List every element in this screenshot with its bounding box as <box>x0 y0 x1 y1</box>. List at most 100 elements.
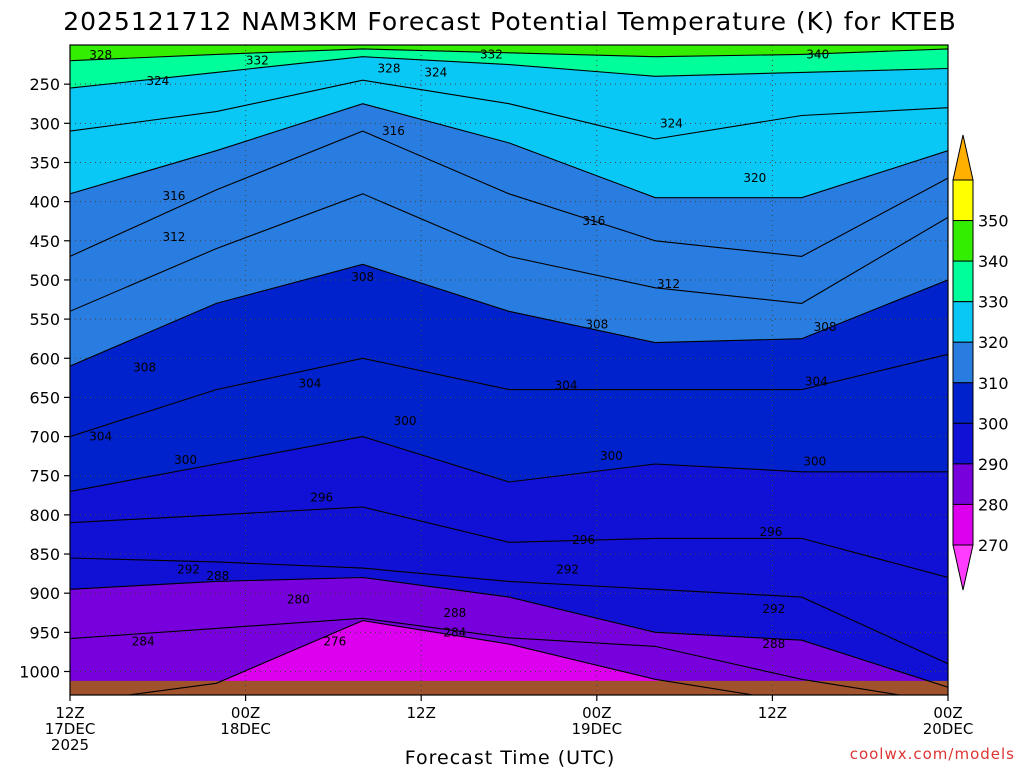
colorbar-segment <box>952 463 974 505</box>
isentrope-line-324 <box>70 79 948 140</box>
contour-label: 296 <box>572 533 595 547</box>
contour-label: 292 <box>556 563 579 577</box>
colorbar-segment <box>952 382 974 424</box>
contour-label: 324 <box>424 65 447 79</box>
isentrope-line-288 <box>70 576 948 688</box>
x-tick-label: 00Z <box>231 704 260 722</box>
colorbar-label: 270 <box>978 536 1009 555</box>
contour-label: 284 <box>443 625 466 639</box>
y-axis: 250 300 350 400 450 500 550 600 650 700 750 800 850 9… <box>19 75 70 682</box>
x-tick-label: 00Z <box>933 704 962 722</box>
credit-text: coolwx.com/models <box>850 745 1015 763</box>
contour-labels: 328 332 328 324 332 340 324 316 324 320 316 312 316 3… <box>89 47 836 651</box>
colorbar-label: 290 <box>978 455 1009 474</box>
y-tick-label: 700 <box>29 428 60 447</box>
contour-label: 312 <box>657 277 680 291</box>
colorbar-label: 310 <box>978 374 1009 393</box>
colorbar-label: 280 <box>978 495 1009 514</box>
contour-label: 304 <box>555 379 578 393</box>
y-tick-label: 950 <box>29 623 60 642</box>
isentrope-line-296 <box>70 506 948 579</box>
contour-label: 328 <box>89 48 112 62</box>
contour-label: 304 <box>89 430 112 444</box>
contour-label: 332 <box>246 54 269 68</box>
contour-label: 288 <box>762 637 785 651</box>
contour-label: 300 <box>174 453 197 467</box>
x-tick-label: 2025 <box>51 736 89 754</box>
y-tick-label: 750 <box>29 467 60 486</box>
contour-label: 288 <box>443 606 466 620</box>
isentrope-fills <box>70 45 948 703</box>
contour-label: 308 <box>133 361 156 375</box>
contour-lines <box>70 48 948 695</box>
colorbar-segment <box>952 260 974 303</box>
contour-label: 280 <box>287 592 310 606</box>
contour-label: 328 <box>378 61 401 75</box>
colorbar-segment <box>952 503 974 546</box>
contour-label: 300 <box>803 455 826 469</box>
y-tick-label: 400 <box>29 193 60 212</box>
contour-label: 332 <box>480 47 503 61</box>
x-tick-label: 19DEC <box>572 720 623 738</box>
x-axis-label: Forecast Time (UTC) <box>405 747 615 768</box>
colorbar-segment <box>952 301 974 343</box>
isentrope-line-300 <box>70 436 948 492</box>
y-tick-label: 850 <box>29 545 60 564</box>
contour-label: 276 <box>323 635 346 649</box>
y-tick-label: 250 <box>29 75 60 94</box>
colorbar-arrow-top <box>952 134 974 181</box>
y-tick-label: 300 <box>29 114 60 133</box>
isentrope-line-304 <box>70 353 948 438</box>
isentrope-line-284 <box>70 617 903 695</box>
chart-title: 2025121712 NAM3KM Forecast Potential Tem… <box>63 7 957 36</box>
isentrope-line-308 <box>70 263 948 367</box>
colorbar-arrow-bottom <box>952 544 974 591</box>
colorbar-label: 350 <box>978 212 1009 231</box>
contour-label: 300 <box>600 449 623 463</box>
contour-label: 288 <box>206 569 229 583</box>
isentrope-line-328 <box>70 56 948 89</box>
contour-label: 284 <box>132 635 155 649</box>
fill-layer-276 <box>70 700 948 703</box>
contour-label: 316 <box>582 214 605 228</box>
contour-label: 300 <box>394 414 417 428</box>
isentrope-line-332 <box>70 48 948 62</box>
contour-label: 292 <box>762 602 785 616</box>
fill-layer-280 <box>128 620 754 695</box>
y-tick-label: 900 <box>29 584 60 603</box>
y-tick-label: 650 <box>29 388 60 407</box>
contour-label: 296 <box>310 491 333 505</box>
contour-label: 320 <box>743 171 766 185</box>
colorbar-label: 340 <box>978 252 1009 271</box>
x-tick-label: 00Z <box>582 704 611 722</box>
colorbar-segment <box>952 220 974 262</box>
contour-label: 308 <box>814 320 837 334</box>
plot-frame <box>69 44 949 696</box>
y-tick-label: 600 <box>29 349 60 368</box>
contour-label: 316 <box>162 189 185 203</box>
contour-label: 316 <box>382 124 405 138</box>
contour-label: 340 <box>806 47 829 61</box>
y-tick-label: 500 <box>29 271 60 290</box>
colorbar: 270 280 290 300 310 320 330 340 350 <box>952 134 1009 591</box>
contour-label: 304 <box>805 375 828 389</box>
isentrope-line-292 <box>70 557 948 665</box>
contour-label: 308 <box>351 270 374 284</box>
isentrope-line-320 <box>70 103 948 199</box>
contour-label: 312 <box>162 230 185 244</box>
colorbar-segment <box>952 422 974 465</box>
contour-label: 324 <box>146 74 169 88</box>
y-tick-label: 450 <box>29 232 60 251</box>
colorbar-segment <box>952 179 974 222</box>
x-tick-label: 18DEC <box>220 720 271 738</box>
colorbar-label: 320 <box>978 333 1009 352</box>
isentrope-line-280 <box>124 620 757 695</box>
contour-label: 304 <box>299 376 322 390</box>
x-tick-label: 17DEC <box>45 720 96 738</box>
y-tick-label: 800 <box>29 506 60 525</box>
colorbar-segment <box>952 341 974 384</box>
x-tick-label: 12Z <box>407 704 436 722</box>
x-tick-label: 20DEC <box>923 720 974 738</box>
